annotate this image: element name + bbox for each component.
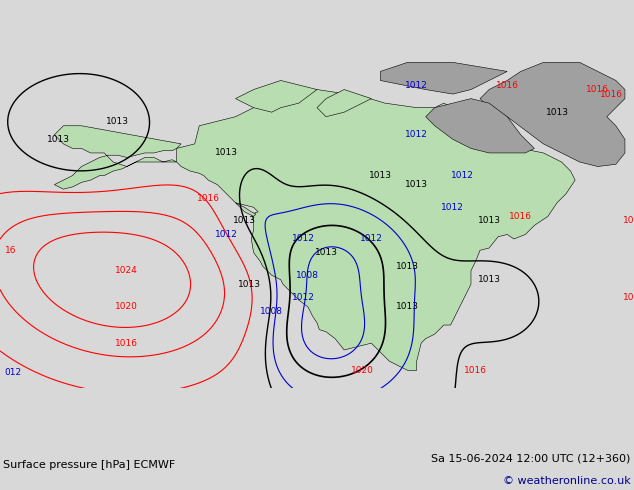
Text: 1013: 1013	[396, 262, 419, 270]
Text: © weatheronline.co.uk: © weatheronline.co.uk	[503, 476, 631, 486]
Text: 1024: 1024	[115, 266, 138, 275]
Text: 1016: 1016	[115, 339, 138, 347]
Polygon shape	[235, 80, 317, 112]
Text: 1013: 1013	[545, 108, 569, 117]
Text: 1016: 1016	[509, 212, 533, 221]
Text: 1016: 1016	[464, 366, 487, 375]
Text: 1013: 1013	[215, 148, 238, 157]
Text: 1013: 1013	[238, 280, 261, 289]
Polygon shape	[317, 90, 372, 117]
Text: 1016: 1016	[586, 85, 609, 94]
Polygon shape	[177, 90, 575, 370]
Text: 1012: 1012	[292, 235, 315, 244]
Text: 1012: 1012	[292, 294, 315, 302]
Text: 1008: 1008	[297, 270, 320, 280]
Text: 1013: 1013	[48, 135, 70, 144]
Text: 1008: 1008	[260, 307, 283, 316]
Polygon shape	[55, 126, 181, 189]
Polygon shape	[380, 62, 507, 94]
Text: 1016: 1016	[197, 194, 220, 203]
Text: 1013: 1013	[314, 248, 337, 257]
Text: 1020: 1020	[115, 302, 138, 312]
Text: 1016: 1016	[600, 90, 623, 98]
Text: 1013: 1013	[107, 117, 129, 126]
Polygon shape	[235, 203, 256, 217]
Text: 1020: 1020	[351, 366, 373, 375]
Text: 1016: 1016	[623, 294, 634, 302]
Text: Sa 15-06-2024 12:00 UTC (12+360): Sa 15-06-2024 12:00 UTC (12+360)	[432, 453, 631, 463]
Text: 1013: 1013	[477, 217, 501, 225]
Text: 1013: 1013	[477, 275, 501, 284]
Text: 1012: 1012	[405, 130, 428, 139]
Text: 1012: 1012	[405, 80, 428, 90]
Text: 1020: 1020	[623, 217, 634, 225]
Text: 1012: 1012	[451, 171, 474, 180]
Text: 1012: 1012	[215, 230, 238, 239]
Text: 16: 16	[4, 245, 16, 255]
Text: 012: 012	[4, 368, 22, 377]
Text: 1016: 1016	[496, 80, 519, 90]
Polygon shape	[425, 98, 534, 153]
Text: Surface pressure [hPa] ECMWF: Surface pressure [hPa] ECMWF	[3, 461, 176, 470]
Text: 1012: 1012	[441, 203, 464, 212]
Text: 1012: 1012	[360, 235, 383, 244]
Text: 1013: 1013	[369, 171, 392, 180]
Text: 1013: 1013	[396, 302, 419, 312]
Text: 1013: 1013	[233, 217, 256, 225]
Text: 1013: 1013	[405, 180, 428, 189]
Polygon shape	[480, 62, 625, 167]
